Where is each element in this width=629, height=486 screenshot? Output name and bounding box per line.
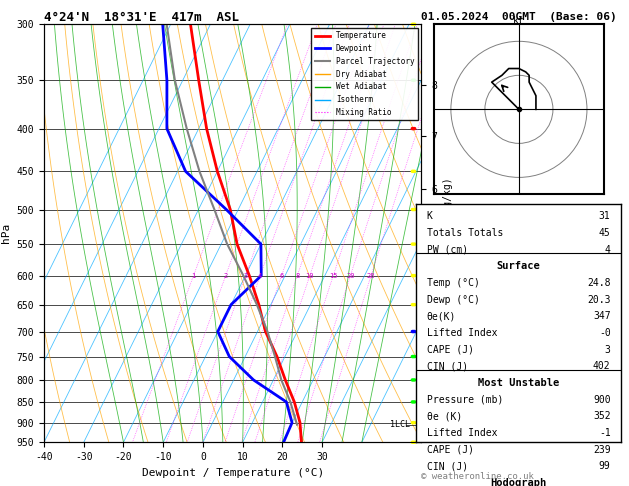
- Text: 900: 900: [593, 395, 611, 405]
- Text: 24.8: 24.8: [587, 278, 611, 288]
- Text: 99: 99: [599, 461, 611, 471]
- Text: 01.05.2024  00GMT  (Base: 06): 01.05.2024 00GMT (Base: 06): [421, 12, 617, 22]
- Text: © weatheronline.co.uk: © weatheronline.co.uk: [421, 472, 534, 481]
- Text: 3: 3: [604, 345, 611, 355]
- Text: 10: 10: [306, 273, 314, 278]
- Text: 352: 352: [593, 411, 611, 421]
- Text: PW (cm): PW (cm): [426, 244, 468, 255]
- Text: Lifted Index: Lifted Index: [426, 428, 497, 438]
- Text: CAPE (J): CAPE (J): [426, 345, 474, 355]
- Text: 3: 3: [243, 273, 248, 278]
- Text: 4: 4: [258, 273, 262, 278]
- Text: CIN (J): CIN (J): [426, 461, 468, 471]
- Text: 402: 402: [593, 361, 611, 371]
- Text: 45: 45: [599, 228, 611, 238]
- Text: -0: -0: [599, 328, 611, 338]
- Text: -1: -1: [599, 428, 611, 438]
- Text: Totals Totals: Totals Totals: [426, 228, 503, 238]
- Text: Lifted Index: Lifted Index: [426, 328, 497, 338]
- Text: 347: 347: [593, 312, 611, 321]
- Text: 31: 31: [599, 211, 611, 221]
- Text: 4°24'N  18°31'E  417m  ASL: 4°24'N 18°31'E 417m ASL: [44, 11, 239, 24]
- Text: 6: 6: [279, 273, 284, 278]
- Text: Surface: Surface: [497, 261, 540, 271]
- Text: 4: 4: [604, 244, 611, 255]
- Text: θe(K): θe(K): [426, 312, 456, 321]
- X-axis label: kt: kt: [513, 17, 525, 26]
- Text: 20.3: 20.3: [587, 295, 611, 305]
- Text: θe (K): θe (K): [426, 411, 462, 421]
- Text: Most Unstable: Most Unstable: [478, 378, 559, 388]
- Text: 1: 1: [191, 273, 196, 278]
- Legend: Temperature, Dewpoint, Parcel Trajectory, Dry Adiabat, Wet Adiabat, Isotherm, Mi: Temperature, Dewpoint, Parcel Trajectory…: [311, 28, 418, 120]
- Text: 239: 239: [593, 445, 611, 454]
- Text: Temp (°C): Temp (°C): [426, 278, 479, 288]
- Text: Hodograph: Hodograph: [491, 478, 547, 486]
- Text: 28: 28: [367, 273, 376, 278]
- Text: 15: 15: [329, 273, 338, 278]
- Text: Dewp (°C): Dewp (°C): [426, 295, 479, 305]
- Text: CAPE (J): CAPE (J): [426, 445, 474, 454]
- Text: 1LCL: 1LCL: [389, 420, 409, 429]
- Y-axis label: hPa: hPa: [1, 223, 11, 243]
- X-axis label: Dewpoint / Temperature (°C): Dewpoint / Temperature (°C): [142, 468, 324, 478]
- Text: 8: 8: [295, 273, 299, 278]
- Text: CIN (J): CIN (J): [426, 361, 468, 371]
- Y-axis label: Mixing Ratio (g/kg): Mixing Ratio (g/kg): [443, 177, 453, 289]
- Text: 2: 2: [223, 273, 228, 278]
- Text: Pressure (mb): Pressure (mb): [426, 395, 503, 405]
- Text: 20: 20: [346, 273, 355, 278]
- Text: K: K: [426, 211, 433, 221]
